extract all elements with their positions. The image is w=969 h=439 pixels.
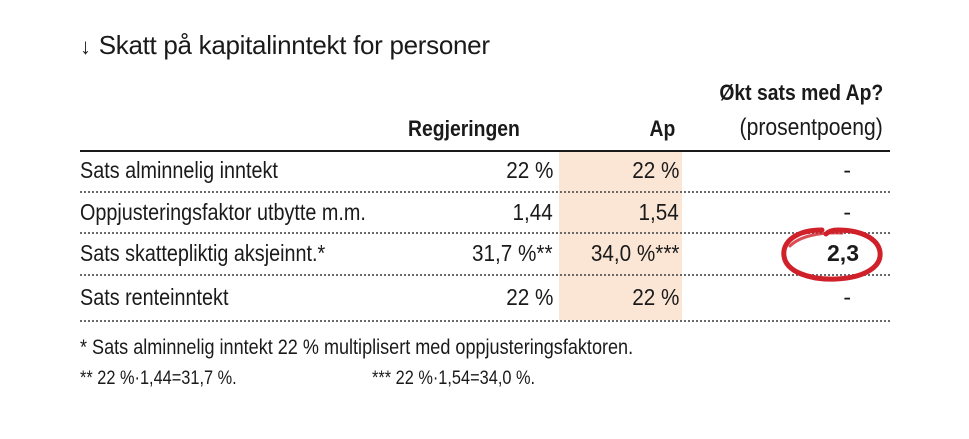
column-header-okt: Økt sats med Ap? xyxy=(719,80,883,106)
row-divider xyxy=(80,232,890,234)
cell-ap: 22 % xyxy=(632,282,679,312)
column-header-regjeringen: Regjeringen xyxy=(408,116,520,142)
row-divider xyxy=(80,191,890,193)
cell-ap: 22 % xyxy=(632,155,679,185)
cell-ap: 1,54 xyxy=(639,197,679,227)
cell-ap: 34,0 %*** xyxy=(590,238,679,268)
arrow-down-icon: ↓ xyxy=(80,34,91,59)
cell-okt: - xyxy=(843,155,851,185)
footnote-2: ** 22 %·1,44=31,7 %. xyxy=(80,368,237,390)
cell-okt-highlighted: 2,3 xyxy=(827,238,859,268)
row-label: Sats skattepliktig aksjeinnt.* xyxy=(80,238,325,268)
table-bottom-rule xyxy=(80,320,890,322)
page-title: ↓ Skatt på kapitalinntekt for personer xyxy=(80,30,490,61)
row-divider xyxy=(80,274,890,276)
cell-regjeringen: 31,7 %** xyxy=(472,238,553,268)
footnote-3: *** 22 %·1,54=34,0 %. xyxy=(372,368,535,390)
row-label: Sats alminnelig inntekt xyxy=(80,155,278,185)
page-title-text: Skatt på kapitalinntekt for personer xyxy=(99,30,490,60)
cell-okt: - xyxy=(843,197,851,227)
row-label: Sats renteinntekt xyxy=(80,282,228,312)
cell-regjeringen: 22 % xyxy=(506,282,553,312)
cell-okt: - xyxy=(843,282,851,312)
row-label: Oppjusteringsfaktor utbytte m.m. xyxy=(80,197,366,227)
header-rule xyxy=(80,150,890,152)
column-header-ap: Ap xyxy=(649,116,675,142)
footnote-1: * Sats alminnelig inntekt 22 % multiplis… xyxy=(80,336,633,360)
column-header-okt-subtitle: (prosentpoeng) xyxy=(740,114,883,142)
cell-regjeringen: 1,44 xyxy=(513,197,553,227)
cell-regjeringen: 22 % xyxy=(506,155,553,185)
